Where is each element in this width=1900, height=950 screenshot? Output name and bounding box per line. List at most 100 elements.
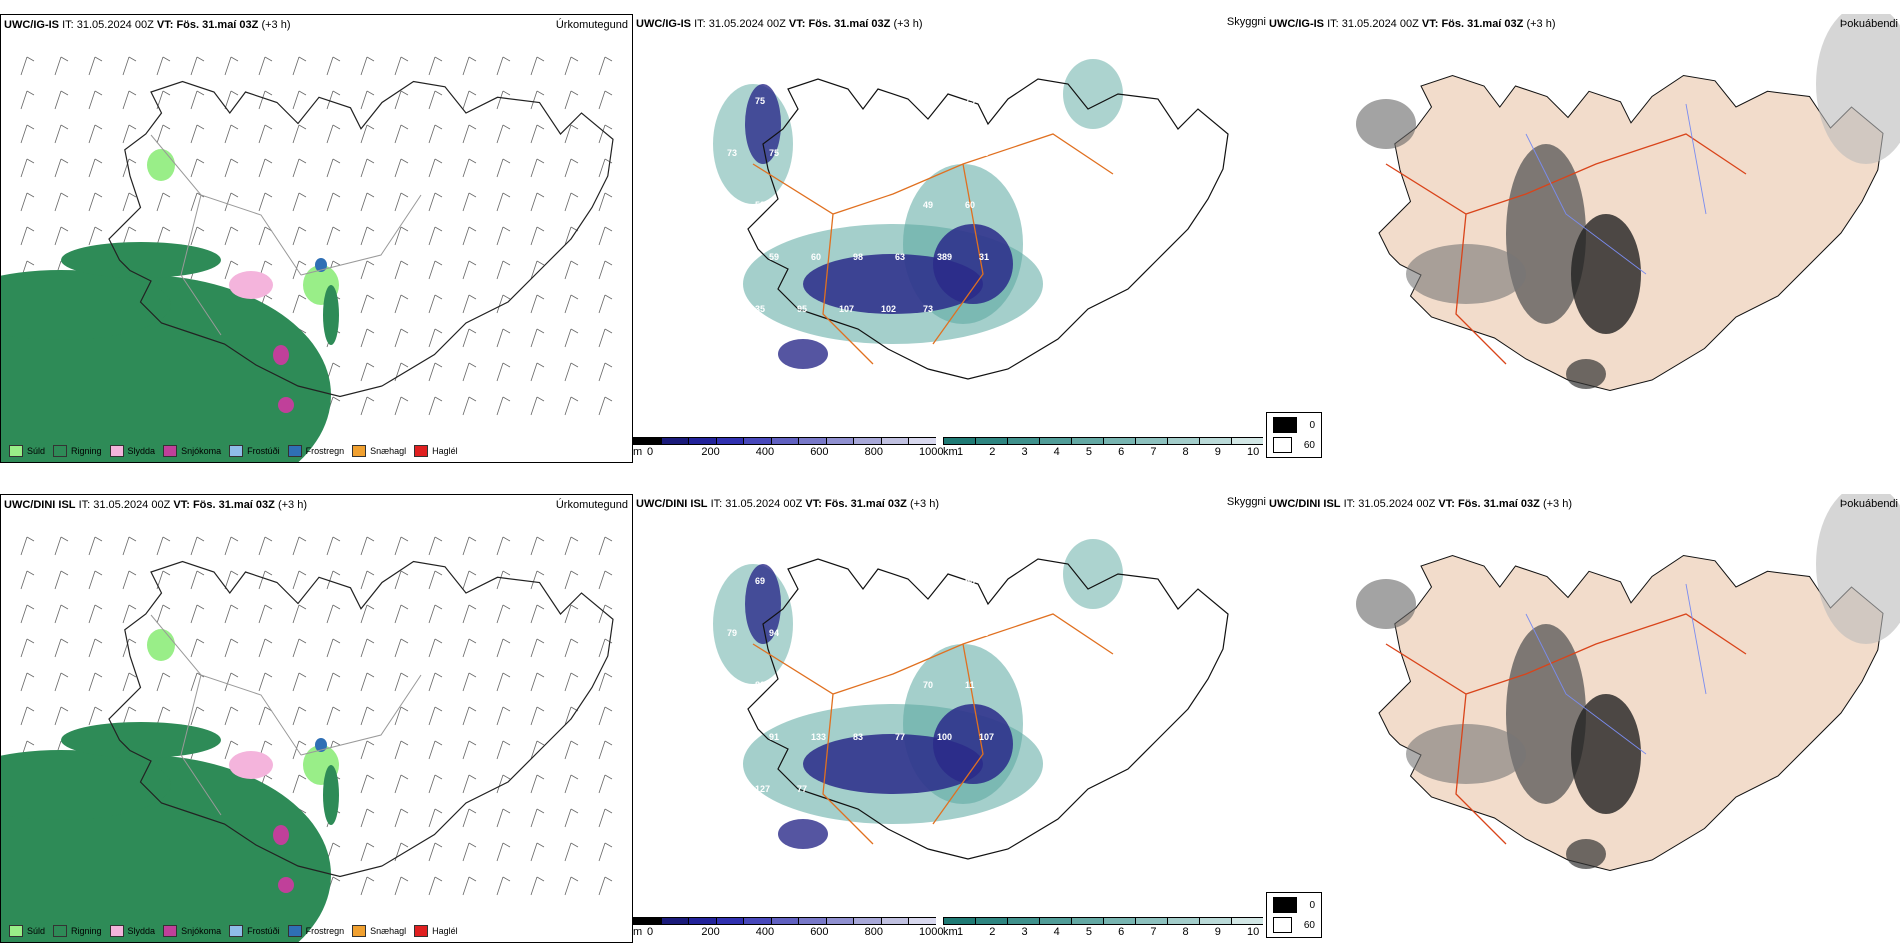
wind-barb bbox=[224, 570, 232, 590]
scale-color-step bbox=[908, 917, 937, 925]
wind-barb bbox=[224, 226, 232, 246]
wind-barb-flag bbox=[570, 328, 579, 334]
wind-barb-flag bbox=[298, 124, 307, 130]
wind-barb-flag bbox=[468, 638, 477, 644]
precip-panel-bottom: UWC/DINI ISL IT: 31.05.2024 00Z VT: Fös.… bbox=[0, 494, 633, 943]
wind-barb-flag bbox=[60, 570, 69, 576]
wind-barb bbox=[428, 808, 436, 828]
wind-barb bbox=[394, 226, 402, 246]
cloud-base-label: 208 bbox=[937, 148, 952, 158]
wind-barb bbox=[530, 536, 538, 556]
wind-barb bbox=[292, 192, 300, 212]
wind-barb-flag bbox=[264, 192, 273, 198]
fog-legend-item: 0 bbox=[1273, 897, 1315, 913]
scale-tick-label: 2 bbox=[989, 926, 996, 938]
wind-barb bbox=[122, 192, 130, 212]
wind-barb-flag bbox=[604, 90, 613, 96]
wind-barb bbox=[462, 294, 470, 314]
cloud-base-label: 11 bbox=[713, 200, 723, 210]
wind-barb-flag bbox=[60, 672, 69, 678]
wind-barb bbox=[54, 570, 62, 590]
wind-barb-flag bbox=[264, 672, 273, 678]
cloud-base-label: 95 bbox=[797, 304, 807, 314]
wind-barb bbox=[564, 774, 572, 794]
wind-barb bbox=[394, 328, 402, 348]
cloud-base-label: 77 bbox=[797, 784, 807, 794]
scale-color-step bbox=[880, 917, 909, 925]
wind-barb bbox=[20, 192, 28, 212]
cloud-base-label: 51 bbox=[895, 628, 905, 638]
wind-barb-flag bbox=[604, 536, 613, 542]
scale-color-step bbox=[1103, 917, 1135, 925]
legend-label: Snæhagl bbox=[370, 926, 407, 936]
wind-barb-flag bbox=[60, 226, 69, 232]
it-value: 31.05.2024 00Z bbox=[76, 19, 154, 31]
wind-barb bbox=[598, 124, 606, 144]
wind-barb-flag bbox=[60, 706, 69, 712]
wind-barb bbox=[598, 362, 606, 382]
wind-barb-flag bbox=[162, 672, 171, 678]
wind-barb-flag bbox=[468, 260, 477, 266]
fog-legend-label: 60 bbox=[1303, 439, 1315, 451]
panel-title: Skyggni bbox=[1226, 496, 1266, 508]
it-label: IT: bbox=[1327, 18, 1339, 30]
wind-barb bbox=[20, 56, 28, 76]
wind-barb bbox=[394, 808, 402, 828]
scale-color-step bbox=[975, 917, 1007, 925]
cloud-base-label: 77 bbox=[895, 732, 905, 742]
wind-barb bbox=[428, 536, 436, 556]
wind-barb bbox=[20, 638, 28, 658]
wind-barb-flag bbox=[26, 90, 35, 96]
legend-item: Frostregn bbox=[287, 925, 344, 937]
lead-offset: (+3 h) bbox=[1542, 498, 1572, 510]
wind-barb-flag bbox=[60, 604, 69, 610]
wind-barb bbox=[156, 56, 164, 76]
wind-barb-flag bbox=[570, 672, 579, 678]
wind-barb-flag bbox=[60, 158, 69, 164]
wind-barb-flag bbox=[332, 90, 341, 96]
wind-barb bbox=[530, 740, 538, 760]
scale-tick-label: 2 bbox=[989, 446, 996, 458]
wind-barb-flag bbox=[298, 56, 307, 62]
wind-barb bbox=[428, 90, 436, 110]
panel-header: UWC/DINI ISL IT: 31.05.2024 00Z VT: Fös.… bbox=[636, 498, 939, 510]
wind-barb bbox=[258, 226, 266, 246]
legend-item: Snæhagl bbox=[352, 925, 406, 937]
wind-barb-flag bbox=[298, 260, 307, 266]
wind-barb bbox=[598, 90, 606, 110]
wind-barb-flag bbox=[434, 842, 443, 848]
wind-barb-flag bbox=[400, 362, 409, 368]
visibility-map-bottom: 71 69 70 74 52 75 58 79 94 687 40 51 53 59 65 80 69 49 75 7… bbox=[713, 539, 1229, 860]
wind-barb bbox=[428, 56, 436, 76]
wind-barb bbox=[598, 604, 606, 624]
wind-barb bbox=[360, 570, 368, 590]
scale-tick-label: 8 bbox=[1182, 926, 1189, 938]
wind-barb-flag bbox=[94, 706, 103, 712]
scale-tick-label: 10 bbox=[1247, 446, 1260, 458]
wind-barb-flag bbox=[536, 638, 545, 644]
cloud-base-label: 102 bbox=[881, 304, 896, 314]
wind-barb-flag bbox=[502, 226, 511, 232]
cloud-base-label: 79 bbox=[727, 628, 737, 638]
scale-tick-label: 4 bbox=[1053, 926, 1060, 938]
wind-barb bbox=[394, 124, 402, 144]
wind-barb-flag bbox=[536, 124, 545, 130]
wind-barb bbox=[564, 808, 572, 828]
wind-barb-flag bbox=[536, 294, 545, 300]
cloud-base-label: 107 bbox=[839, 304, 854, 314]
wind-barb-flag bbox=[60, 90, 69, 96]
cloud-base-label: 81 bbox=[797, 96, 807, 106]
wind-barb bbox=[224, 638, 232, 658]
wind-barb bbox=[598, 536, 606, 556]
legend-swatch bbox=[352, 925, 367, 937]
wind-barb bbox=[190, 706, 198, 726]
wind-barb-flag bbox=[468, 362, 477, 368]
wind-barb bbox=[564, 56, 572, 76]
it-value: 31.05.2024 00Z bbox=[1358, 498, 1436, 510]
wind-barb-flag bbox=[570, 536, 579, 542]
wind-barb-flag bbox=[468, 808, 477, 814]
wind-barb bbox=[530, 842, 538, 862]
wind-barb bbox=[462, 706, 470, 726]
wind-barb bbox=[496, 672, 504, 692]
wind-barb bbox=[462, 328, 470, 348]
